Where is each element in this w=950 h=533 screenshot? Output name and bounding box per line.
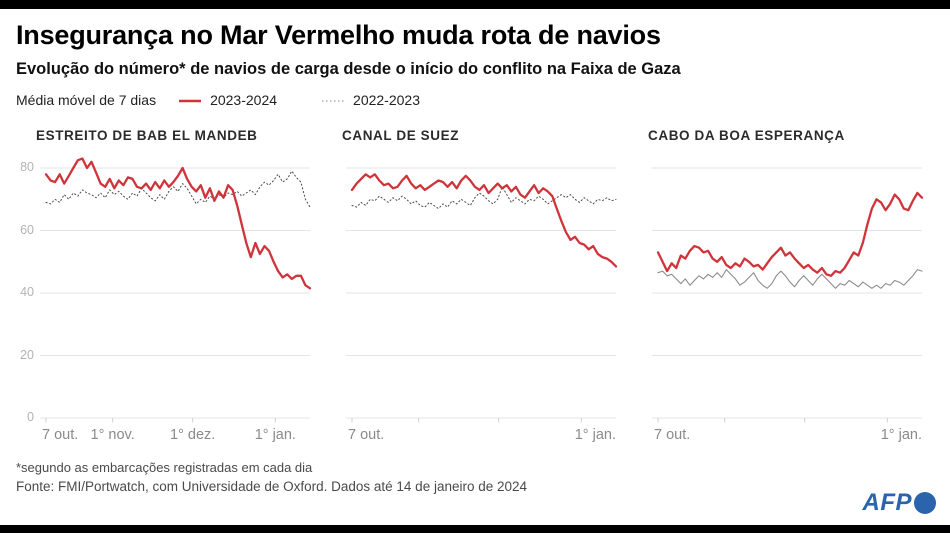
legend-line-solid-icon (178, 92, 202, 108)
charts-row: ESTREITO DE BAB EL MANDEB 0 20 40 60 80 7 out.… (20, 128, 950, 452)
x-axis-label: 1° jan. (254, 427, 296, 444)
chart-canvas (40, 157, 312, 423)
x-axis-label: 1° dez. (170, 427, 216, 444)
x-axis-label: 1° jan. (880, 427, 922, 444)
page-subtitle: Evolução do número* de navios de carga d… (16, 60, 681, 79)
footnote: *segundo as embarcações registradas em c… (16, 460, 313, 476)
afp-logo: AFP (862, 489, 936, 517)
series-line-2022-2023 (45, 170, 311, 208)
afp-logo-text: AFP (862, 489, 912, 516)
y-axis-label-60: 60 (20, 222, 34, 237)
x-axis-label: 1° jan. (574, 427, 616, 444)
x-axis-label: 1° nov. (90, 427, 135, 444)
bottom-black-bar (0, 525, 950, 533)
chart-title: CANAL DE SUEZ (342, 128, 460, 144)
y-axis-label-0: 0 (27, 410, 34, 425)
series-line-2022-2023 (351, 186, 617, 210)
series-line-2022-2023 (657, 269, 923, 289)
y-axis-label-80: 80 (20, 160, 34, 175)
chart-title: CABO DA BOA ESPERANÇA (648, 128, 845, 144)
y-axis-label-20: 20 (20, 347, 34, 362)
chart-canvas (346, 167, 618, 423)
series-line-2023-2024 (656, 191, 924, 277)
legend-line-dotted-icon (321, 92, 345, 108)
x-axis-label: 7 out. (348, 427, 385, 444)
y-axis-label-40: 40 (20, 285, 34, 300)
x-axis-label: 7 out. (42, 427, 79, 444)
source-line: Fonte: FMI/Portwatch, com Universidade d… (16, 479, 528, 495)
chart-canvas (652, 167, 924, 423)
legend-series-2022-2023: 2022-2023 (353, 92, 420, 109)
chart-panel-1: ESTREITO DE BAB EL MANDEB 0 20 40 60 80 7 out.… (20, 128, 312, 452)
chart-panel-2: CANAL DE SUEZ 7 out. 1° jan. (342, 128, 618, 452)
chart-plot-area: 7 out. 1° jan. (346, 156, 618, 452)
page-title: Insegurança no Mar Vermelho muda rota de… (16, 20, 661, 50)
series-line-2023-2024 (350, 173, 618, 268)
legend-series-2023-2024: 2023-2024 (210, 92, 278, 109)
chart-plot-area: 7 out. 1° jan. (652, 156, 924, 452)
legend: Média móvel de 7 dias 2023-2024 2022-202… (16, 92, 934, 108)
chart-plot-area: 0 20 40 60 80 7 out. 1° nov. 1° dez. 1° jan. (20, 156, 312, 452)
top-black-bar (0, 0, 950, 9)
chart-panel-3: CABO DA BOA ESPERANÇA 7 out. 1° jan. (648, 128, 924, 452)
x-axis-label: 7 out. (654, 427, 691, 444)
chart-title: ESTREITO DE BAB EL MANDEB (36, 128, 258, 144)
series-line-2023-2024 (44, 157, 312, 290)
afp-logo-dot-icon (914, 492, 936, 514)
legend-label: Média móvel de 7 dias (16, 92, 157, 109)
